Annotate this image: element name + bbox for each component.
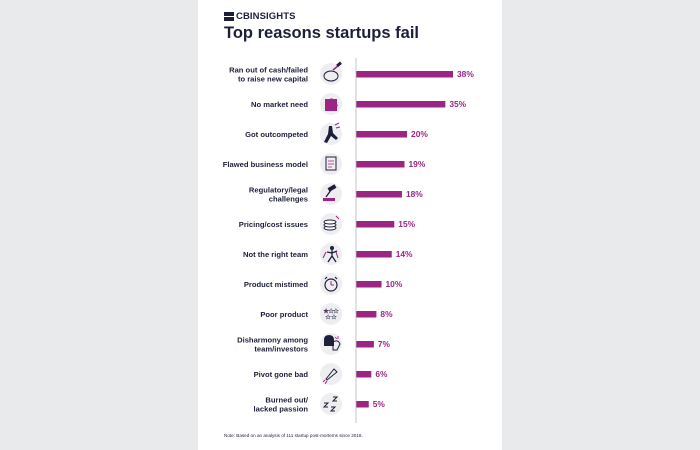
value-label: 38%	[457, 69, 474, 79]
bar	[356, 281, 382, 288]
category-label: Disharmony among team/investors	[237, 336, 308, 354]
puzzle-piece-icon	[320, 93, 342, 115]
category-label: Burned out/lacked passion	[254, 396, 309, 414]
category-label: Not the right team	[243, 250, 308, 259]
value-label: 6%	[375, 369, 388, 379]
bar	[356, 401, 369, 408]
value-label: 20%	[411, 129, 428, 139]
bar	[356, 161, 405, 168]
bar	[356, 221, 395, 228]
page-title: Top reasons startups fail	[224, 24, 419, 42]
category-label: Pivot gone bad	[254, 370, 309, 379]
document-icon	[320, 153, 342, 175]
brand-mark-icon	[224, 12, 234, 21]
category-label: Pricing/cost issues	[239, 220, 308, 229]
value-label: 15%	[398, 219, 415, 229]
bar	[356, 131, 408, 138]
svg-text:★: ★	[323, 308, 328, 315]
brand-name: CBINSIGHTS	[236, 11, 296, 22]
svg-text:★: ★	[331, 314, 336, 321]
running-legs-icon	[320, 122, 342, 145]
piggy-bank-hammer-icon	[320, 61, 342, 85]
value-label: 18%	[406, 189, 423, 199]
category-label: No market need	[251, 100, 308, 109]
alarm-clock-icon	[320, 273, 342, 295]
value-label: 10%	[386, 279, 403, 289]
stars-rating-icon: ★ ★ ★★ ★	[320, 303, 342, 325]
bar	[356, 191, 402, 198]
value-label: 14%	[396, 249, 413, 259]
svg-text:★: ★	[333, 308, 338, 315]
team-people-icon	[320, 243, 342, 265]
value-label: 19%	[409, 159, 426, 169]
category-label: Got outcompeted	[245, 130, 308, 139]
svg-text:★: ★	[325, 314, 330, 321]
category-label: Product mistimed	[244, 280, 308, 289]
category-label: Poor product	[260, 310, 308, 319]
category-label: Flawed business model	[223, 160, 308, 169]
bar	[356, 101, 446, 108]
value-label: 5%	[373, 399, 386, 409]
bar	[356, 71, 453, 78]
category-label: Regulatory/legal challenges	[249, 186, 308, 204]
footnote: Note: Based on an analysis of 111 startu…	[224, 433, 363, 438]
value-label: 8%	[380, 309, 393, 319]
category-label: Ran out of cash/failed to raise new capit…	[229, 66, 308, 84]
gavel-icon	[320, 183, 342, 205]
arguing-faces-icon	[320, 333, 342, 355]
bar	[356, 341, 374, 348]
coins-icon	[320, 213, 342, 235]
bar	[356, 251, 392, 258]
bar	[356, 311, 377, 318]
rocket-crash-icon	[320, 363, 342, 385]
brand-logo: CBINSIGHTS	[224, 11, 296, 22]
value-label: 35%	[449, 99, 466, 109]
svg-text:★: ★	[328, 308, 333, 315]
bar	[356, 371, 372, 378]
value-label: 7%	[378, 339, 391, 349]
sleep-zzz-icon	[320, 393, 342, 415]
